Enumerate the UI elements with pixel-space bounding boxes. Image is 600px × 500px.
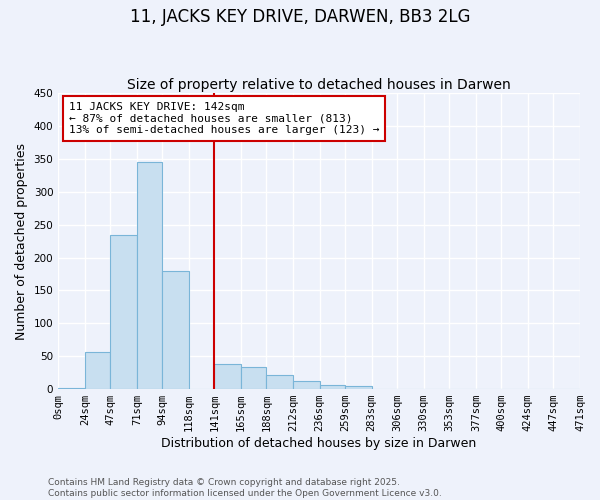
Bar (137, 162, 163, 389)
Bar (241, 366, 266, 389)
X-axis label: Distribution of detached houses by size in Darwen: Distribution of detached houses by size … (161, 437, 477, 450)
Bar (85, 352, 110, 389)
Bar (58, 388, 85, 389)
Text: Contains HM Land Registry data © Crown copyright and database right 2025.
Contai: Contains HM Land Registry data © Crown c… (48, 478, 442, 498)
Text: 11 JACKS KEY DRIVE: 142sqm
← 87% of detached houses are smaller (813)
13% of sem: 11 JACKS KEY DRIVE: 142sqm ← 87% of deta… (68, 102, 379, 135)
Bar (163, 270, 189, 389)
Bar (266, 374, 293, 389)
Bar (110, 235, 137, 389)
Bar (345, 386, 372, 389)
Bar (293, 380, 320, 389)
Title: Size of property relative to detached houses in Darwen: Size of property relative to detached ho… (127, 78, 511, 92)
Text: 11, JACKS KEY DRIVE, DARWEN, BB3 2LG: 11, JACKS KEY DRIVE, DARWEN, BB3 2LG (130, 8, 470, 26)
Bar (214, 364, 241, 389)
Bar (320, 385, 345, 389)
Y-axis label: Number of detached properties: Number of detached properties (15, 142, 28, 340)
